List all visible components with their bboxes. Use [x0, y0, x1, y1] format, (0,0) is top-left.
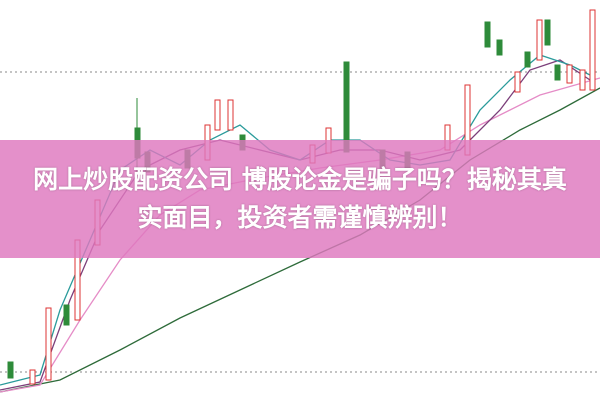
headline-line: 实面目，投资者需谨慎辨别！ [137, 203, 463, 232]
headline-banner: 网上炒股配资公司 博股论金是骗子吗？揭秘其真 实面目，投资者需谨慎辨别！ [0, 140, 600, 258]
headline-line: 网上炒股配资公司 博股论金是骗子吗？揭秘其真 [33, 165, 567, 194]
